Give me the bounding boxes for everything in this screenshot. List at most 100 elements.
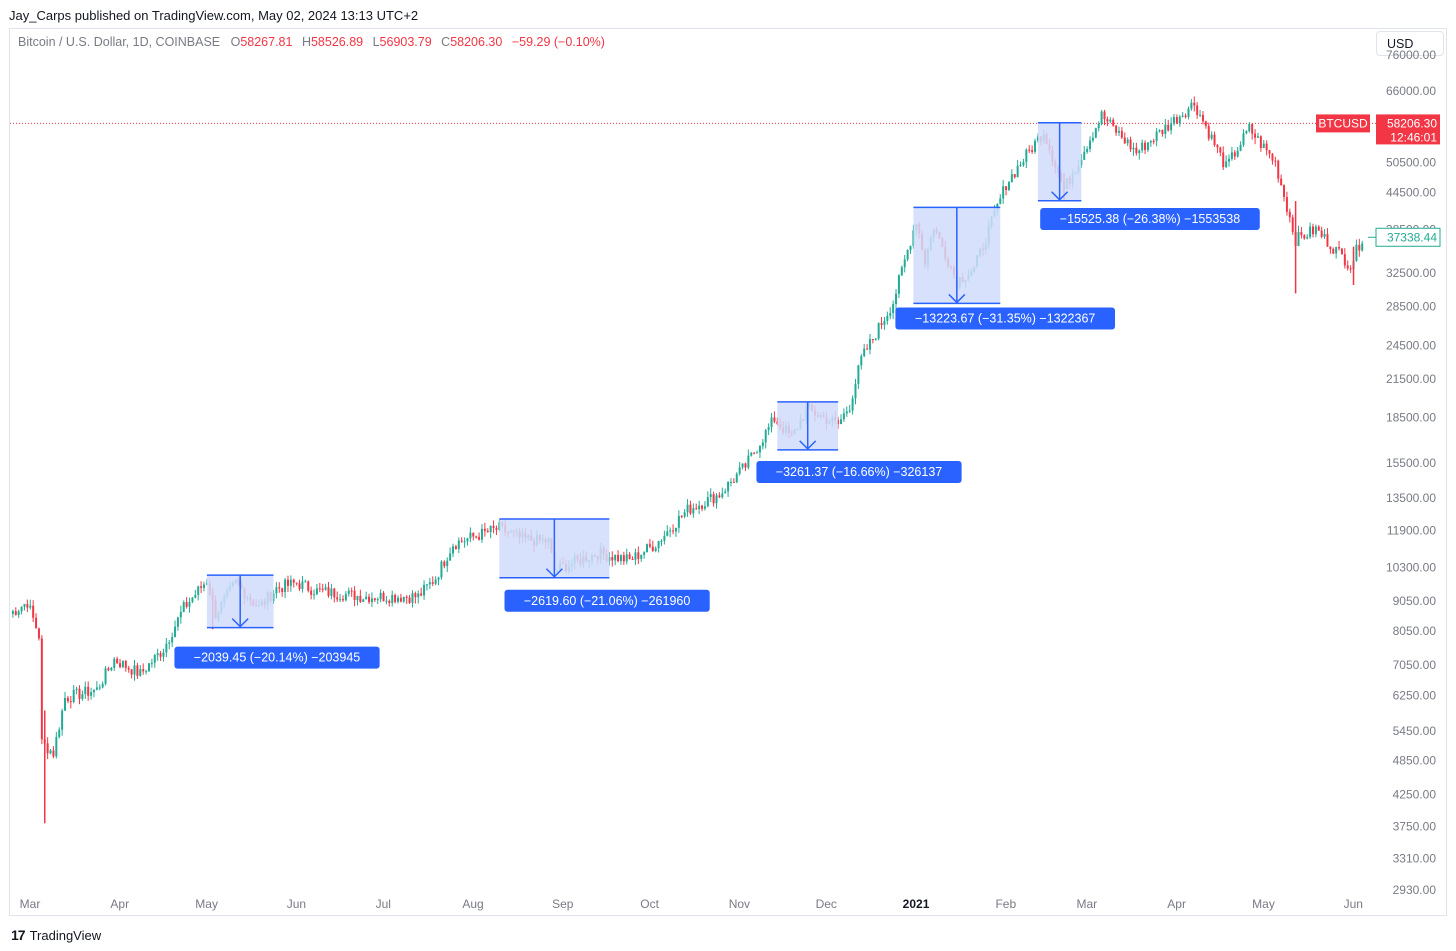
candle-body — [692, 508, 695, 514]
candle-body — [883, 320, 886, 325]
candle-body — [1219, 147, 1222, 153]
candle-body — [150, 662, 153, 664]
candle-body — [703, 506, 706, 509]
candle-body — [492, 525, 495, 528]
candle-body — [478, 536, 481, 540]
candle-body — [1126, 139, 1129, 144]
candle-body — [359, 595, 362, 602]
low-label: L — [372, 35, 380, 49]
candle-body — [119, 663, 122, 668]
candle-body — [1225, 161, 1228, 168]
candle-body — [26, 604, 29, 608]
candle-body — [1268, 150, 1271, 154]
candle-body — [457, 540, 460, 549]
x-tick-label: Nov — [729, 897, 750, 911]
candle-body — [738, 467, 741, 474]
candle-body — [368, 596, 371, 603]
candle-body — [1144, 142, 1147, 150]
candle-body — [1245, 131, 1248, 134]
y-tick-label: 13500.00 — [1386, 491, 1436, 505]
candle-body — [344, 594, 347, 601]
candle-body — [437, 577, 440, 580]
candle-body — [680, 516, 683, 518]
candle-body — [1141, 142, 1144, 151]
candle-body — [631, 558, 634, 560]
candle-body — [376, 599, 379, 601]
tradingview-brand: TradingView — [29, 927, 102, 943]
candle-body — [889, 313, 892, 316]
x-tick-label: Apr — [1167, 897, 1186, 911]
candle-body — [318, 588, 321, 590]
candle-body — [1013, 174, 1016, 178]
candle-body — [767, 427, 770, 431]
candle-body — [654, 548, 657, 551]
candle-body — [1164, 124, 1167, 135]
candle-body — [709, 494, 712, 498]
candle-body — [1213, 134, 1216, 146]
candle-body — [362, 599, 365, 602]
candle-body — [643, 552, 646, 555]
candle-body — [1181, 115, 1184, 117]
candle-body — [857, 365, 860, 384]
candle-body — [1034, 140, 1037, 152]
candle-body — [1010, 174, 1013, 183]
candle-body — [1340, 248, 1343, 255]
candle-body — [431, 582, 434, 584]
candle-body — [353, 590, 356, 601]
candle-body — [194, 594, 197, 598]
y-tick-label: 44500.00 — [1386, 185, 1436, 199]
candle-body — [663, 535, 666, 541]
candle-body — [1097, 123, 1100, 129]
candle-body — [61, 710, 64, 730]
candle-body — [188, 601, 191, 607]
candle-body — [339, 599, 342, 601]
candle-body — [1239, 144, 1242, 151]
tradingview-logo: 17 TradingView — [11, 927, 101, 943]
candle-body — [1025, 149, 1028, 163]
candle-body — [142, 669, 145, 672]
candle-body — [475, 536, 478, 538]
candle-body — [116, 658, 119, 664]
candle-body — [104, 668, 107, 684]
x-tick-label: Aug — [462, 897, 483, 911]
down-arrow-icon — [545, 568, 563, 578]
candle-body — [284, 579, 287, 593]
candle-body — [1152, 141, 1155, 143]
candle-body — [617, 554, 620, 562]
candle-body — [1170, 123, 1173, 131]
y-tick-label: 32500.00 — [1386, 266, 1436, 280]
candle-body — [139, 669, 142, 676]
candle-body — [660, 540, 663, 542]
candle-body — [773, 417, 776, 422]
candle-body — [356, 595, 359, 601]
candle-body — [666, 531, 669, 536]
candle-body — [1297, 232, 1300, 246]
candle-body — [153, 655, 156, 663]
candle-body — [845, 411, 848, 414]
candle-body — [637, 552, 640, 559]
candle-body — [1265, 143, 1268, 151]
candle-body — [127, 667, 130, 670]
candle-body — [307, 581, 310, 591]
candle-body — [840, 419, 843, 425]
candle-body — [428, 582, 431, 585]
candle-body — [634, 552, 637, 560]
candle-body — [324, 587, 327, 590]
candle-body — [1109, 119, 1112, 122]
candle-body — [1184, 115, 1187, 117]
candle-body — [1306, 237, 1309, 239]
candle-body — [698, 505, 701, 510]
candle-body — [110, 667, 113, 671]
candle-body — [686, 504, 689, 513]
candle-body — [764, 430, 767, 443]
currency-button[interactable]: USD — [1376, 31, 1444, 56]
candle-body — [394, 594, 397, 602]
candle-body — [124, 660, 127, 668]
candle-body — [874, 338, 877, 340]
candle-body — [399, 597, 402, 602]
candle-body — [695, 508, 698, 510]
drawdown-label: −2039.45 (−20.14%) −203945 — [194, 651, 361, 665]
countdown-tag: 12:46:01 — [1390, 130, 1437, 144]
candle-body — [98, 687, 101, 689]
